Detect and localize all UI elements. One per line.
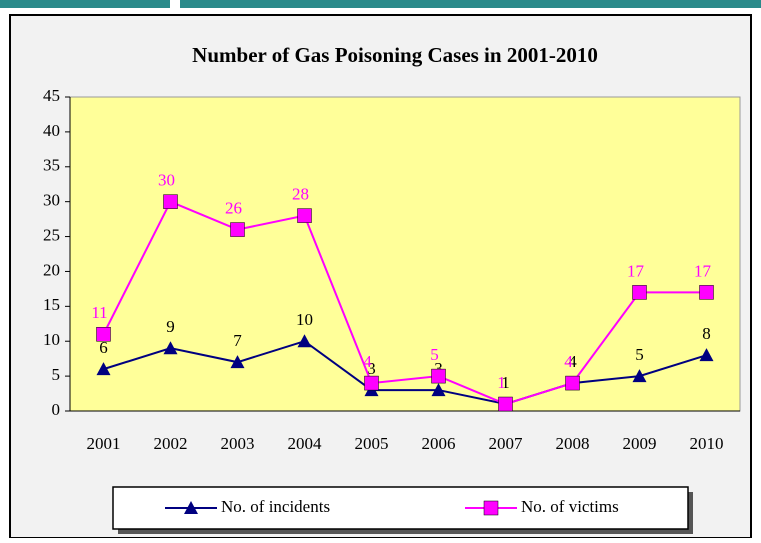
y-tick-label: 10 xyxy=(43,330,60,349)
marker xyxy=(163,341,178,355)
data-label: 8 xyxy=(702,324,711,343)
data-label: 7 xyxy=(233,331,242,350)
marker xyxy=(431,368,446,384)
x-tick-label: 2009 xyxy=(623,434,657,453)
y-tick-label: 25 xyxy=(43,225,60,244)
data-label: 1 xyxy=(501,373,510,392)
marker xyxy=(364,375,379,391)
x-tick-label: 2002 xyxy=(154,434,188,453)
marker xyxy=(483,500,499,516)
series-line xyxy=(102,200,707,406)
y-tick-label: 45 xyxy=(43,86,60,105)
x-tick-label: 2006 xyxy=(422,434,456,453)
y-tick-label: 0 xyxy=(52,400,61,419)
data-label: 4 xyxy=(568,352,577,371)
marker xyxy=(297,208,312,223)
marker xyxy=(96,326,111,342)
y-tick-label: 5 xyxy=(52,365,61,384)
marker xyxy=(431,383,446,397)
data-label: 11 xyxy=(91,303,107,322)
x-tick-label: 2005 xyxy=(355,434,389,453)
data-label: 10 xyxy=(296,310,313,329)
x-tick-label: 2001 xyxy=(87,434,121,453)
y-tick-label: 15 xyxy=(43,295,60,314)
data-label: 17 xyxy=(694,261,712,280)
data-label: 4 xyxy=(363,352,372,371)
y-tick-label: 30 xyxy=(43,191,60,210)
marker xyxy=(565,375,580,391)
data-label: 3 xyxy=(434,359,443,378)
marker xyxy=(632,369,647,383)
data-label: 6 xyxy=(99,338,108,357)
data-label: 5 xyxy=(635,345,644,364)
x-tick-label: 2007 xyxy=(489,434,524,453)
plot-area xyxy=(69,96,741,412)
marker xyxy=(184,501,198,514)
legend-label: No. of incidents xyxy=(221,497,330,516)
data-label: 28 xyxy=(292,185,309,204)
marker xyxy=(96,362,111,376)
marker xyxy=(498,396,513,412)
series-line xyxy=(103,340,707,406)
data-label: 5 xyxy=(430,345,439,364)
marker xyxy=(699,285,714,300)
marker xyxy=(230,355,245,369)
data-label: 4 xyxy=(564,352,573,371)
data-label: 26 xyxy=(225,198,242,217)
data-label: 3 xyxy=(367,359,376,378)
x-tick-label: 2010 xyxy=(690,434,724,453)
top-strip xyxy=(180,0,761,8)
data-label: 30 xyxy=(158,171,175,190)
marker xyxy=(632,285,647,300)
chart-title: Number of Gas Poisoning Cases in 2001-20… xyxy=(192,43,598,67)
legend-label: No. of victims xyxy=(521,497,619,516)
x-tick-label: 2008 xyxy=(556,434,590,453)
data-label: 17 xyxy=(627,261,645,280)
marker xyxy=(163,194,178,209)
y-tick-label: 35 xyxy=(43,156,60,175)
top-strip xyxy=(0,0,170,8)
data-label: 9 xyxy=(166,317,175,336)
marker xyxy=(297,334,312,348)
marker xyxy=(230,222,245,237)
y-tick-label: 40 xyxy=(43,121,60,140)
x-tick-label: 2003 xyxy=(221,434,255,453)
marker xyxy=(699,348,714,362)
data-label: 1 xyxy=(497,373,506,392)
y-tick-label: 20 xyxy=(43,260,60,279)
x-tick-label: 2004 xyxy=(288,434,323,453)
